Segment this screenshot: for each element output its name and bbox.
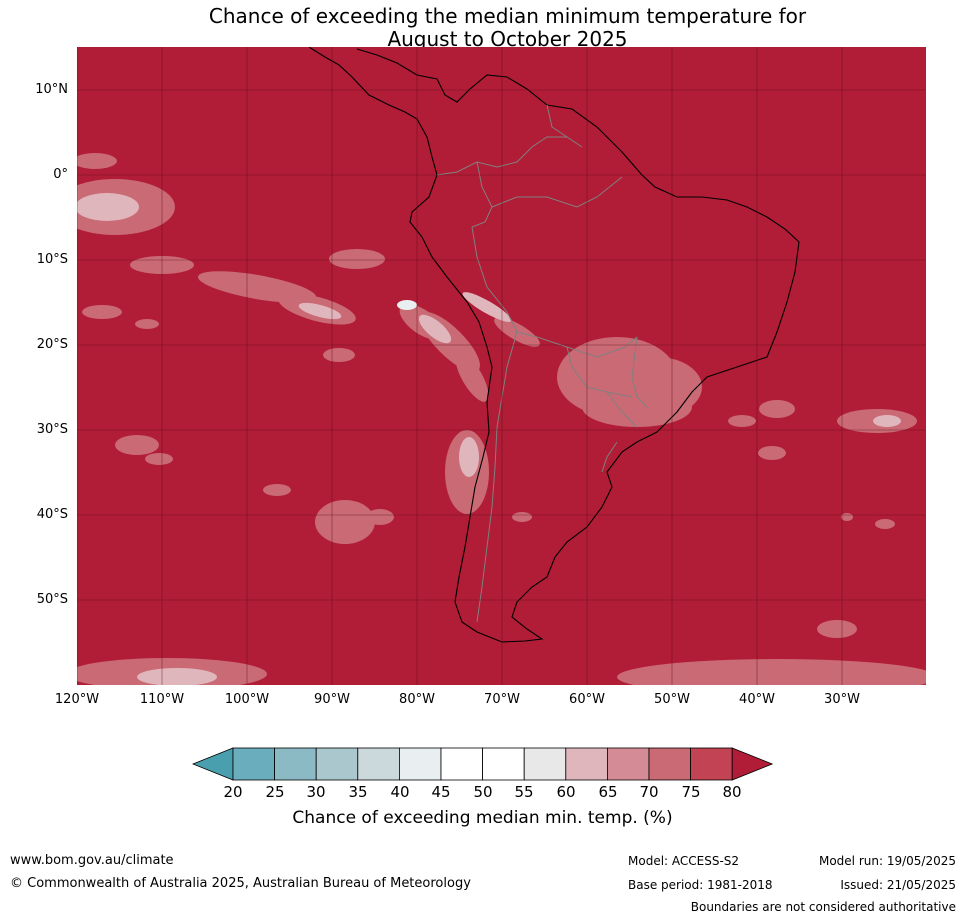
colorbar-tick: 25 — [265, 783, 285, 801]
colorbar-tick: 20 — [223, 783, 243, 801]
colorbar-swatch — [606, 747, 650, 781]
map-background — [77, 47, 926, 685]
colorbar-swatch — [232, 747, 275, 781]
lon-tick-70w: 70°W — [484, 692, 520, 707]
patch — [77, 153, 117, 169]
lat-tick-10s: 10°S — [36, 252, 68, 267]
colorbar-extend-low — [191, 747, 234, 781]
patch — [329, 249, 385, 269]
lat-tick-30s: 30°S — [36, 422, 68, 437]
colorbar-swatch — [440, 747, 483, 781]
patch — [82, 305, 122, 319]
colorbar-tick: 45 — [431, 783, 451, 801]
colorbar-swatch — [398, 747, 442, 781]
title-line-1: Chance of exceeding the median minimum t… — [208, 4, 807, 28]
patch — [315, 500, 375, 544]
model-run-date: Model run: 19/05/2025 — [818, 854, 956, 868]
colorbar-tick: 50 — [473, 783, 493, 801]
colorbar-swatch — [274, 747, 317, 781]
lon-tick-60w: 60°W — [569, 692, 605, 707]
patch — [135, 319, 159, 329]
patch — [758, 446, 786, 460]
colorbar-tick: 60 — [556, 783, 576, 801]
patch — [459, 437, 479, 477]
patch — [397, 300, 417, 310]
colorbar-tick: 65 — [598, 783, 618, 801]
patch — [77, 193, 139, 221]
country-borders — [436, 104, 648, 623]
lon-tick-90w: 90°W — [314, 692, 350, 707]
colorbar-tick: 70 — [639, 783, 659, 801]
colorbar-tick: 80 — [722, 783, 742, 801]
boundaries-disclaimer: Boundaries are not considered authoritat… — [690, 900, 956, 914]
lon-tick-30w: 30°W — [824, 692, 860, 707]
patch — [873, 415, 901, 427]
lon-tick-110w: 110°W — [139, 692, 185, 707]
patch — [115, 435, 159, 455]
colorbar — [191, 747, 774, 781]
lat-tick-10n: 10°N — [35, 82, 68, 97]
patch — [418, 314, 452, 344]
graticule — [77, 47, 926, 685]
colorbar-tick: 40 — [390, 783, 410, 801]
map-title: Chance of exceeding the median minimum t… — [0, 5, 965, 51]
colorbar-swatch — [565, 747, 608, 781]
lat-tick-40s: 40°S — [36, 507, 68, 522]
colorbar-swatch — [523, 747, 567, 781]
issued-date: Issued: 21/05/2025 — [840, 878, 956, 892]
colorbar-swatches — [191, 747, 774, 781]
colorbar-swatch — [648, 747, 691, 781]
colorbar-swatch — [690, 747, 733, 781]
patch — [728, 415, 756, 427]
base-period: Base period: 1981-2018 — [628, 878, 773, 892]
patch — [323, 348, 355, 362]
patch — [512, 512, 532, 522]
colorbar-tick: 75 — [681, 783, 701, 801]
probability-map — [77, 47, 926, 685]
lat-tick-20s: 20°S — [36, 337, 68, 352]
patch — [455, 352, 489, 402]
lat-tick-0: 0° — [53, 167, 68, 182]
colorbar-swatch — [315, 747, 359, 781]
patch — [145, 453, 173, 465]
colorbar-extend-high — [731, 747, 774, 781]
patch — [582, 387, 692, 427]
colorbar-tick: 30 — [306, 783, 326, 801]
coastline — [308, 47, 800, 643]
patch — [817, 620, 857, 638]
lat-tick-50s: 50°S — [36, 592, 68, 607]
patch — [617, 659, 926, 685]
patch — [263, 484, 291, 496]
patch — [137, 668, 217, 685]
colorbar-swatch — [482, 747, 525, 781]
lon-tick-80w: 80°W — [399, 692, 435, 707]
lon-tick-120w: 120°W — [54, 692, 100, 707]
patch — [462, 292, 512, 322]
colorbar-tick: 35 — [348, 783, 368, 801]
colorbar-swatch — [357, 747, 400, 781]
model-name: Model: ACCESS-S2 — [628, 854, 740, 868]
patch — [366, 509, 394, 525]
patch — [841, 513, 853, 521]
colorbar-tick: 55 — [514, 783, 534, 801]
patch — [298, 302, 342, 320]
website-link[interactable]: www.bom.gov.au/climate — [10, 853, 174, 868]
lon-tick-50w: 50°W — [654, 692, 690, 707]
lon-tick-100w: 100°W — [224, 692, 270, 707]
colorbar-label: Chance of exceeding median min. temp. (%… — [292, 808, 673, 828]
map-panel — [77, 47, 926, 685]
copyright-text: © Commonwealth of Australia 2025, Austra… — [10, 876, 471, 891]
patch — [875, 519, 895, 529]
title-line-2: August to October 2025 — [387, 27, 628, 51]
patch — [759, 400, 795, 418]
lon-tick-40w: 40°W — [739, 692, 775, 707]
